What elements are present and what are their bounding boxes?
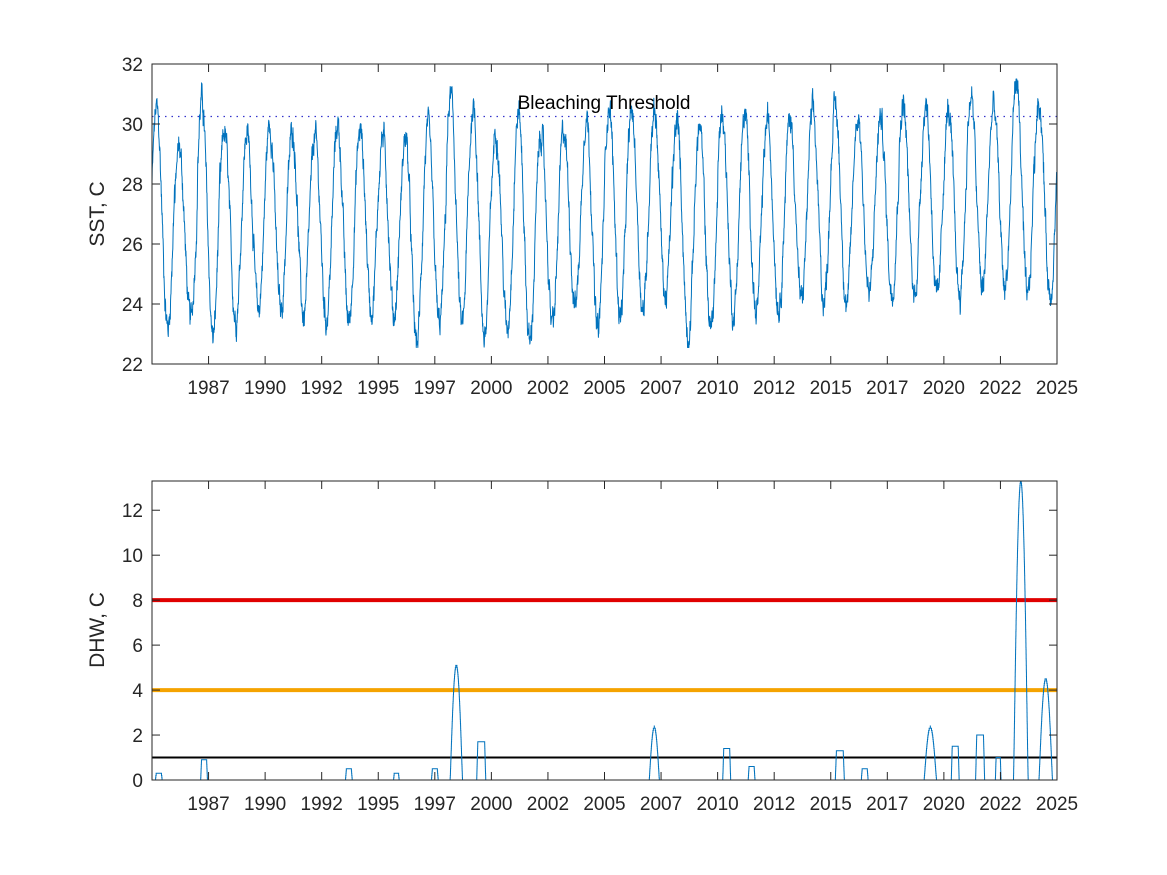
- y-tick-label: 0: [132, 771, 143, 792]
- sst-series-layer: [151, 78, 1058, 348]
- sst-panel: Bleaching Threshold 22 24 26 28 30 32 1987 1990…: [86, 55, 1078, 399]
- y-tick-label: 10: [122, 546, 143, 567]
- x-tick-label: 2000: [470, 378, 512, 399]
- y-tick-label: 26: [122, 235, 143, 256]
- y-tick-label: 4: [132, 681, 143, 702]
- x-tick-label: 2012: [753, 378, 795, 399]
- x-tick-label: 2020: [923, 794, 965, 815]
- y-tick-label: 30: [122, 115, 143, 136]
- x-tick-label: 2002: [527, 378, 569, 399]
- x-tick-label: 2005: [583, 794, 625, 815]
- x-tick-label: 2012: [753, 794, 795, 815]
- dhw-plot-area: [152, 481, 1057, 780]
- dhw-reference-lines: [152, 598, 1057, 759]
- x-tick-label: 2000: [470, 794, 512, 815]
- x-tick-label: 2022: [979, 794, 1021, 815]
- x-tick-label: 1992: [301, 378, 343, 399]
- y-tick-label: 2: [132, 726, 143, 747]
- sst-ticks: 22 24 26 28 30 32 1987 1990 1992 1995 1997 2000 2002…: [122, 55, 1078, 399]
- x-tick-label: 2015: [810, 378, 852, 399]
- bleaching-threshold-label: Bleaching Threshold: [518, 93, 691, 114]
- x-tick-label: 2010: [696, 378, 738, 399]
- x-tick-label: 1995: [357, 378, 399, 399]
- x-tick-label: 2017: [866, 794, 908, 815]
- x-tick-label: 1992: [301, 794, 343, 815]
- x-tick-label: 1987: [187, 794, 229, 815]
- x-tick-label: 1997: [414, 378, 456, 399]
- dhw-ylabel: DHW, C: [86, 592, 109, 668]
- x-tick-label: 2025: [1036, 378, 1078, 399]
- sst-ylabel: SST, C: [86, 181, 109, 246]
- x-tick-label: 1990: [244, 794, 286, 815]
- x-tick-label: 2010: [696, 794, 738, 815]
- x-tick-label: 2017: [866, 378, 908, 399]
- x-tick-label: 2020: [923, 378, 965, 399]
- x-tick-label: 1990: [244, 378, 286, 399]
- y-tick-label: 22: [122, 355, 143, 376]
- x-tick-label: 2005: [583, 378, 625, 399]
- x-tick-label: 1987: [187, 378, 229, 399]
- y-tick-label: 8: [132, 591, 143, 612]
- dhw-panel: 0 2 4 6 8 10 12 1987 1990 1992 1995 1997 2000 2002 200…: [86, 480, 1078, 815]
- dhw-ticks: 0 2 4 6 8 10 12 1987 1990 1992 1995 1997 2000 2002 200…: [122, 481, 1078, 815]
- x-tick-label: 2022: [979, 378, 1021, 399]
- y-tick-label: 12: [122, 501, 143, 522]
- y-tick-label: 32: [122, 55, 143, 76]
- y-tick-label: 6: [132, 636, 143, 657]
- y-tick-label: 24: [122, 295, 144, 316]
- x-tick-label: 2007: [640, 378, 682, 399]
- x-tick-label: 2002: [527, 794, 569, 815]
- x-tick-label: 2025: [1036, 794, 1078, 815]
- x-tick-label: 1995: [357, 794, 399, 815]
- sst-series-line: [151, 78, 1058, 348]
- x-tick-label: 2015: [810, 794, 852, 815]
- x-tick-label: 1997: [414, 794, 456, 815]
- x-tick-label: 2007: [640, 794, 682, 815]
- y-tick-label: 28: [122, 175, 143, 196]
